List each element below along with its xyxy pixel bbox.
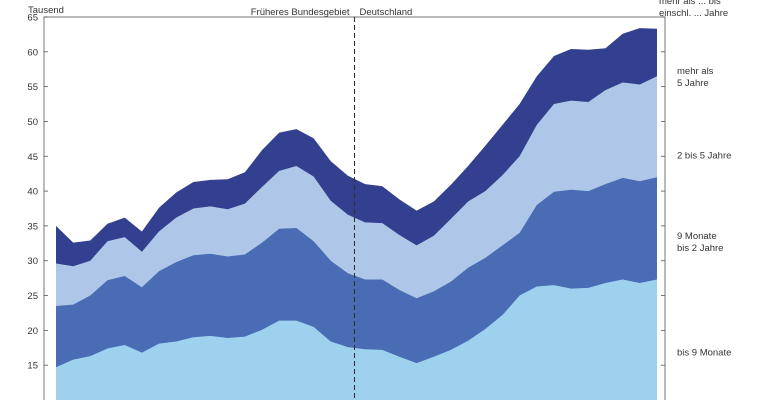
region-label-left: Früheres Bundesgebiet: [251, 7, 350, 18]
axes-layer: 15 20 25 30 35 40 45 50 55 60 65: [27, 13, 666, 400]
y-tick-label: 25: [27, 291, 38, 302]
y-axis-label: Tausend: [28, 5, 64, 16]
series-label-2-bis-5-jahre: 2 bis 5 Jahre: [677, 151, 731, 162]
y-tick-label: 55: [27, 82, 38, 93]
series-label-9-monate-bis-2-jahre: 9 Monate: [677, 231, 717, 242]
legend-title-line: einschl. ... Jahre: [659, 8, 728, 19]
y-tick-label: 35: [27, 221, 38, 232]
series-label-mehr-als-5-jahre: 5 Jahre: [677, 78, 709, 89]
region-label-right: Deutschland: [360, 7, 413, 18]
y-tick-label: 50: [27, 117, 38, 128]
y-tick-label: 45: [27, 152, 38, 163]
legend-title-line: mehr als ... bis: [659, 0, 721, 7]
y-tick-label: 15: [27, 361, 38, 372]
area-layer: [56, 28, 657, 400]
y-tick-label: 20: [27, 326, 38, 337]
y-tick-label: 30: [27, 256, 38, 267]
series-label-9-monate-bis-2-jahre: bis 2 Jahre: [677, 243, 723, 254]
area-bis-9-monate: [56, 279, 657, 400]
label-layer: Tausend Früheres Bundesgebiet Deutschland m…: [28, 0, 731, 359]
series-label-mehr-als-5-jahre: mehr als: [677, 66, 714, 77]
y-tick-label: 40: [27, 187, 38, 198]
series-label-bis-9-monate: bis 9 Monate: [677, 348, 731, 359]
y-tick-label: 65: [27, 13, 38, 24]
y-tick-label: 60: [27, 47, 38, 58]
